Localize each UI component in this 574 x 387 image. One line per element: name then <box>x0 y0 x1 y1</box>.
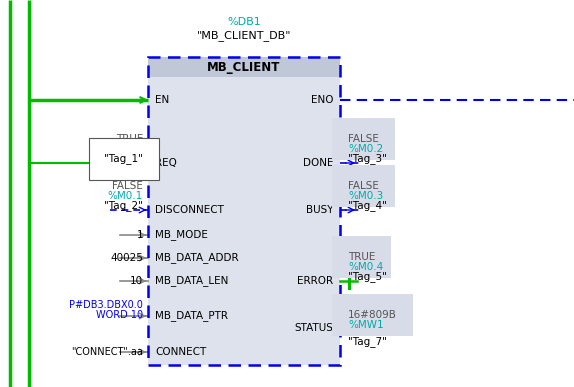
Text: CONNECT: CONNECT <box>155 347 206 357</box>
Text: MB_DATA_LEN: MB_DATA_LEN <box>155 276 228 286</box>
Text: "Tag_1": "Tag_1" <box>104 154 143 164</box>
Bar <box>148 57 340 365</box>
Text: WORD 10: WORD 10 <box>96 310 143 320</box>
Text: REQ: REQ <box>155 158 177 168</box>
Text: %M0.1: %M0.1 <box>108 191 143 201</box>
Text: TRUE: TRUE <box>115 134 143 144</box>
Text: ENO: ENO <box>311 95 333 105</box>
Text: FALSE: FALSE <box>348 181 379 191</box>
Text: MB_MODE: MB_MODE <box>155 229 208 240</box>
Text: "Tag_5": "Tag_5" <box>348 272 387 283</box>
Text: DISCONNECT: DISCONNECT <box>155 205 224 215</box>
Text: "CONNECT".aa: "CONNECT".aa <box>71 347 143 357</box>
Text: 10: 10 <box>130 276 143 286</box>
Text: EN: EN <box>155 95 169 105</box>
Bar <box>148 57 340 77</box>
Text: TRUE: TRUE <box>348 252 375 262</box>
Text: %M0.0: %M0.0 <box>108 144 143 154</box>
Text: %DB1: %DB1 <box>227 17 261 27</box>
Text: %MW1: %MW1 <box>348 320 383 330</box>
Text: "Tag_2": "Tag_2" <box>104 200 143 211</box>
Text: ERROR: ERROR <box>297 276 333 286</box>
Text: MB_DATA_ADDR: MB_DATA_ADDR <box>155 253 239 264</box>
Text: FALSE: FALSE <box>348 134 379 144</box>
Text: DONE: DONE <box>302 158 333 168</box>
Text: 40025: 40025 <box>110 253 143 263</box>
Text: BUSY: BUSY <box>305 205 333 215</box>
Text: 1: 1 <box>137 230 143 240</box>
Text: STATUS: STATUS <box>294 323 333 333</box>
Text: P#DB3.DBX0.0: P#DB3.DBX0.0 <box>69 300 143 310</box>
Text: "Tag_4": "Tag_4" <box>348 200 387 211</box>
Text: "Tag_7": "Tag_7" <box>348 337 387 348</box>
Text: MB_DATA_PTR: MB_DATA_PTR <box>155 310 228 322</box>
Text: %M0.4: %M0.4 <box>348 262 383 272</box>
Text: FALSE: FALSE <box>112 181 143 191</box>
Text: "Tag_3": "Tag_3" <box>348 154 387 164</box>
Text: %M0.2: %M0.2 <box>348 144 383 154</box>
Text: "MB_CLIENT_DB": "MB_CLIENT_DB" <box>197 30 291 41</box>
Text: %M0.3: %M0.3 <box>348 191 383 201</box>
Text: MB_CLIENT: MB_CLIENT <box>207 60 281 74</box>
Text: 16#809B: 16#809B <box>348 310 397 320</box>
Bar <box>148 57 340 365</box>
